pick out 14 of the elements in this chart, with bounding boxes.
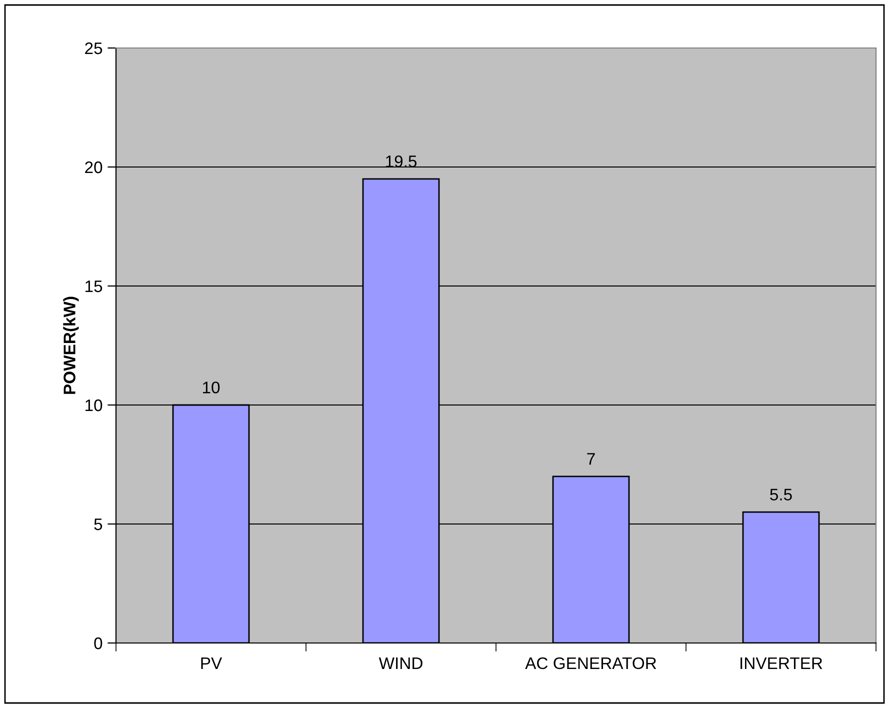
- data-label: 5.5: [770, 488, 792, 500]
- y-tick-label: 0: [94, 637, 102, 650]
- x-tick-label: AC GENERATOR: [525, 657, 656, 670]
- y-tick-label: 25: [85, 42, 102, 54]
- y-tick-label: 15: [86, 280, 102, 292]
- y-tick-label: 20: [85, 161, 102, 174]
- data-label: 7: [587, 453, 595, 465]
- x-tick-label: INVERTER: [740, 658, 822, 669]
- y-tick-label: 10: [86, 399, 102, 412]
- x-tick-label: PV: [201, 658, 222, 669]
- y-axis-title: POWER(kW): [63, 296, 79, 394]
- y-tick-label: 5: [94, 518, 102, 530]
- x-tick-label: WIND: [378, 658, 422, 669]
- data-label: 10: [203, 382, 220, 394]
